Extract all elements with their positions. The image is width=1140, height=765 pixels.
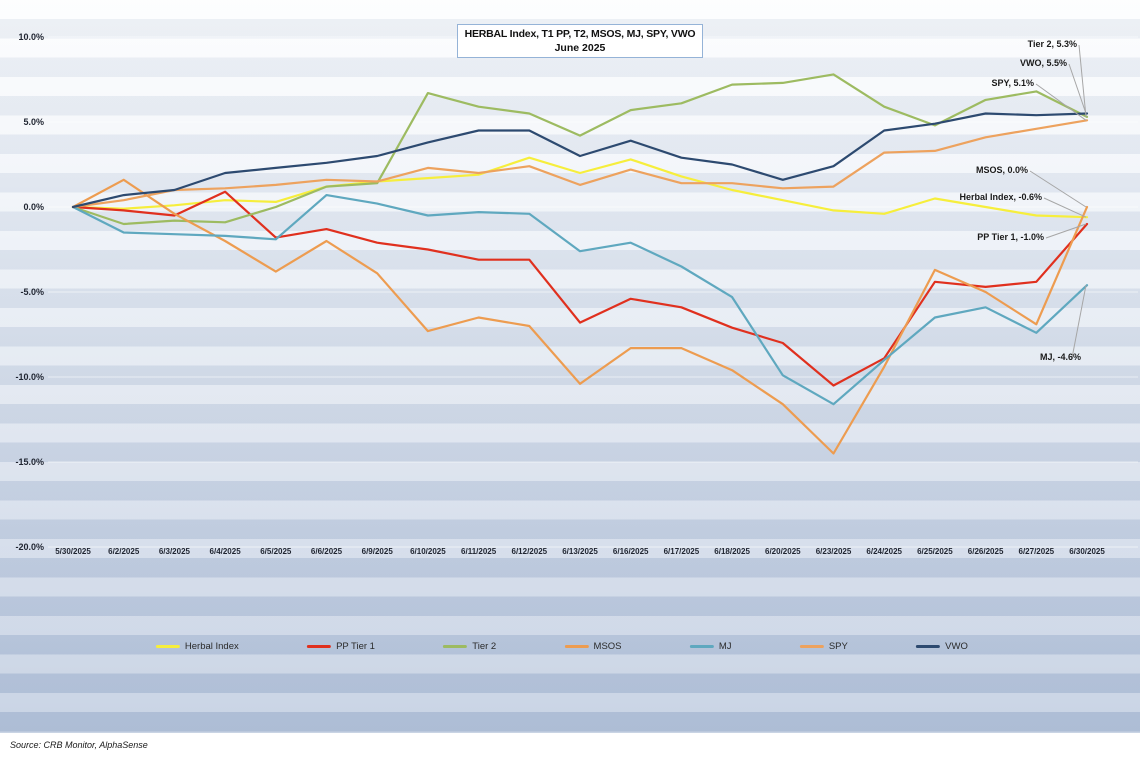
legend-swatch-icon [155, 645, 180, 648]
chart-svg: 10.0% 5.0% 0.0% -5.0% -10.0% -15.0% -20.0% 5/30… [15, 32, 1106, 556]
x-axis-tick-label: 6/13/2025 [562, 547, 598, 556]
x-axis-tick-label: 6/16/2025 [613, 547, 649, 556]
legend-item-tier-2: Tier 2 [443, 641, 496, 652]
x-axis-tick-label: 6/3/2025 [159, 547, 191, 556]
legend-label: MJ [718, 641, 732, 652]
legend-swatch-icon [689, 645, 714, 648]
annotation-spy: SPY, 5.1% [991, 78, 1034, 88]
source-text: Source: CRB Monitor, AlphaSense [10, 740, 148, 750]
annotation-tier-2: Tier 2, 5.3% [1027, 39, 1077, 49]
y-axis-tick-label: -15.0% [15, 457, 44, 467]
legend-label: Tier 2 [472, 641, 497, 652]
x-axis-tick-label: 6/11/2025 [461, 547, 497, 556]
legend: Herbal Index PP Tier 1 Tier 2 MSOS MJ SPY VWO [155, 641, 968, 652]
legend-item-msos: MSOS [564, 641, 622, 652]
series-line-mj [71, 194, 1089, 406]
legend-swatch-icon [307, 645, 332, 648]
legend-label: SPY [828, 641, 848, 652]
annotation-pp-tier-1: PP Tier 1, -1.0% [977, 232, 1044, 242]
y-axis-tick-label: -5.0% [20, 287, 44, 297]
series-line-pp-tier-1 [71, 190, 1089, 387]
legend-swatch-icon [564, 645, 589, 648]
x-axis-tick-label: 6/4/2025 [210, 547, 242, 556]
legend-item-herbal-index: Herbal Index [155, 641, 239, 652]
y-axis-tick-label: -20.0% [15, 542, 44, 552]
x-axis-tick-label: 6/5/2025 [260, 547, 292, 556]
annotation-leader-line [1078, 44, 1087, 117]
y-axis-tick-label: -10.0% [15, 372, 44, 382]
legend-label: VWO [945, 641, 968, 652]
x-axis-tick-label: 6/6/2025 [311, 547, 343, 556]
chart-area: 10.0% 5.0% 0.0% -5.0% -10.0% -15.0% -20.0% 5/30… [0, 0, 1140, 733]
x-axis-tick-label: 6/26/2025 [968, 547, 1004, 556]
x-axis-tick-label: 6/18/2025 [714, 547, 750, 556]
chart-title-box: HERBAL Index, T1 PP, T2, MSOS, MJ, SPY, … [457, 24, 703, 58]
series-line-msos [71, 178, 1089, 455]
legend-label: Herbal Index [184, 641, 239, 652]
chart-title-line1: HERBAL Index, T1 PP, T2, MSOS, MJ, SPY, … [464, 28, 696, 40]
x-axis-tick-label: 6/17/2025 [664, 547, 700, 556]
legend-swatch-icon [443, 645, 468, 648]
annotation-msos: MSOS, 0.0% [975, 165, 1028, 175]
legend-item-spy: SPY [799, 641, 848, 652]
annotation-leader-line [1029, 170, 1087, 208]
annotation-mj: MJ, -4.6% [1040, 352, 1082, 362]
legend-label: PP Tier 1 [336, 641, 375, 652]
x-axis-tick-label: 6/23/2025 [816, 547, 852, 556]
annotation-leader-line [1071, 285, 1087, 359]
annotation-leader-line [1068, 63, 1087, 114]
series-line-tier-2 [71, 73, 1089, 226]
y-axis-tick-label: 10.0% [18, 32, 44, 42]
x-axis-tick-label: 6/20/2025 [765, 547, 801, 556]
annotation-leader-line [1043, 197, 1087, 218]
legend-item-pp-tier-1: PP Tier 1 [307, 641, 375, 652]
annotation-vwo: VWO, 5.5% [1019, 58, 1067, 68]
legend-swatch-icon [916, 645, 941, 648]
chart-title-line2: June 2025 [554, 42, 606, 54]
series-line-spy [71, 119, 1089, 209]
legend-label: MSOS [593, 641, 622, 652]
annotation-leader-line [1035, 83, 1087, 121]
x-axis-tick-label: 6/2/2025 [108, 547, 140, 556]
x-axis-tick-label: 6/12/2025 [512, 547, 548, 556]
legend-item-vwo: VWO [916, 641, 968, 652]
x-axis-tick-label: 5/30/2025 [55, 547, 91, 556]
annotation-leader-line [1045, 223, 1087, 239]
x-axis-tick-label: 6/10/2025 [410, 547, 446, 556]
series-line-vwo [71, 112, 1089, 209]
annotation-herbal-index: Herbal Index, -0.6% [959, 192, 1042, 202]
y-axis-tick-label: 5.0% [23, 117, 44, 127]
y-axis-tick-label: 0.0% [23, 202, 44, 212]
x-axis-tick-label: 6/27/2025 [1019, 547, 1055, 556]
legend-swatch-icon [799, 645, 824, 648]
x-axis-tick-label: 6/30/2025 [1069, 547, 1105, 556]
legend-item-mj: MJ [689, 641, 732, 652]
series-line-herbal-index [71, 156, 1089, 219]
x-axis-tick-label: 6/9/2025 [362, 547, 394, 556]
x-axis-tick-label: 6/25/2025 [917, 547, 953, 556]
x-axis-tick-label: 6/24/2025 [866, 547, 902, 556]
